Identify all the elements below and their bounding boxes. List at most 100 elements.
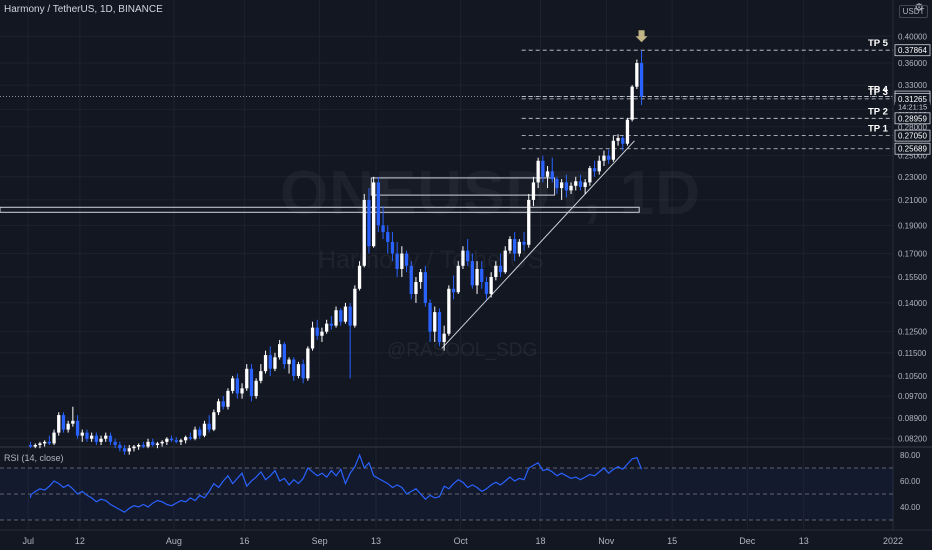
candle-body (306, 348, 310, 379)
time-label: Nov (598, 536, 615, 546)
target-label: TP 4 (868, 85, 889, 96)
candle-body (616, 137, 620, 141)
rsi-title[interactable]: RSI (14, close) (4, 453, 64, 463)
candle-body (588, 168, 592, 183)
candle-body (419, 272, 423, 282)
candle-body (90, 435, 94, 439)
candle-body (132, 446, 136, 449)
candle-body (198, 429, 202, 436)
rsi-tick-label: 40.00 (900, 503, 921, 512)
candle-body (325, 323, 329, 332)
candle-body (122, 448, 127, 452)
price-tick-label: 0.19000 (898, 221, 927, 230)
candle-body (268, 355, 272, 369)
candle-body (118, 445, 122, 449)
candle-body (414, 281, 418, 294)
time-label: 15 (667, 536, 677, 546)
candle-body (339, 310, 343, 322)
gear-icon[interactable]: ⚙ (914, 2, 924, 14)
candle-body (52, 432, 56, 444)
candle-body (386, 232, 390, 242)
price-tick-label: 0.40000 (898, 32, 927, 41)
candle-body (362, 199, 366, 266)
candle-body (151, 441, 155, 445)
price-label-box (894, 44, 931, 57)
watermark-ticker: ONEUSDT, 1D (280, 159, 701, 228)
target-label: TP 1 (868, 124, 889, 135)
candle-body (456, 265, 460, 293)
candle-body (226, 390, 230, 407)
price-label: 0.25689 (898, 145, 927, 154)
candle-body (630, 86, 634, 120)
time-axis: Jul 12 Aug 16 Sep 13 Oct 18 Nov 15 Dec 13 2022 (22, 536, 903, 546)
candle-body (169, 438, 174, 441)
price-label: 0.31265 (898, 95, 927, 104)
time-label: 18 (535, 536, 545, 546)
candle-body (249, 368, 254, 397)
time-label: 12 (75, 536, 85, 546)
price-tick-label: 0.21000 (898, 196, 927, 205)
candle-body (94, 435, 98, 442)
candle-body (466, 250, 470, 262)
candle-body (207, 423, 211, 430)
candle-body (428, 302, 432, 332)
watermark-name: Harmony / TetherUS (318, 246, 545, 274)
candle-body (597, 160, 601, 172)
candle-body (184, 437, 188, 441)
candle-body (71, 420, 75, 424)
time-label: Sep (312, 536, 328, 546)
price-tick-label: 0.08200 (898, 435, 927, 444)
price-label: 0.27050 (898, 132, 927, 141)
price-tick-label: 0.25000 (898, 152, 927, 161)
candle-body (85, 432, 89, 439)
target-label: TP 5 (868, 38, 889, 49)
candle-body (574, 181, 578, 186)
candle-body (639, 63, 644, 97)
candle-body (80, 432, 84, 436)
candle-body (390, 241, 395, 254)
candle-body (447, 288, 451, 334)
price-label-box (894, 112, 931, 125)
symbol-title[interactable]: Harmony / TetherUS, 1D, BINANCE (4, 4, 163, 15)
candle-body (475, 268, 479, 286)
candle-body (240, 388, 244, 394)
candle-body (57, 415, 61, 433)
candle-body (33, 445, 37, 447)
time-label: Aug (166, 536, 182, 546)
candle-body (560, 182, 564, 189)
candle-body (602, 155, 606, 161)
candle-body (221, 401, 225, 407)
candle-body (188, 437, 192, 439)
candle-body (43, 441, 47, 444)
target-lines: TP 5 TP 4TP 3 TP 2 TP 1 (521, 38, 893, 150)
candle-body (461, 250, 465, 266)
price-tick-label: 0.14000 (898, 299, 927, 308)
price-tick-label: 0.33000 (898, 81, 927, 90)
candle-body (179, 440, 183, 442)
candle-body (315, 327, 319, 336)
currency-button[interactable]: USDT (899, 5, 928, 18)
candle-body (212, 412, 216, 430)
trendline (441, 140, 635, 349)
price-tick-label: 0.08900 (898, 414, 927, 423)
candle-body (611, 140, 615, 160)
candle-body (348, 306, 352, 326)
support-zone (0, 206, 640, 213)
candle-body (296, 364, 301, 376)
candle-body (569, 185, 573, 191)
candle-body (404, 253, 409, 266)
candle-body (202, 423, 207, 436)
candle-body (550, 171, 554, 180)
candle-body (451, 288, 456, 293)
price-label: 0.28959 (898, 114, 927, 123)
candle-body (137, 445, 141, 447)
candle-body (259, 371, 263, 381)
candle-body (282, 344, 286, 365)
candle-body (635, 63, 639, 87)
price-tick-label: 0.23000 (898, 173, 927, 182)
candle-body (231, 378, 235, 391)
rsi-line (30, 453, 643, 513)
candle-body (75, 420, 80, 436)
candle-body (263, 355, 268, 372)
